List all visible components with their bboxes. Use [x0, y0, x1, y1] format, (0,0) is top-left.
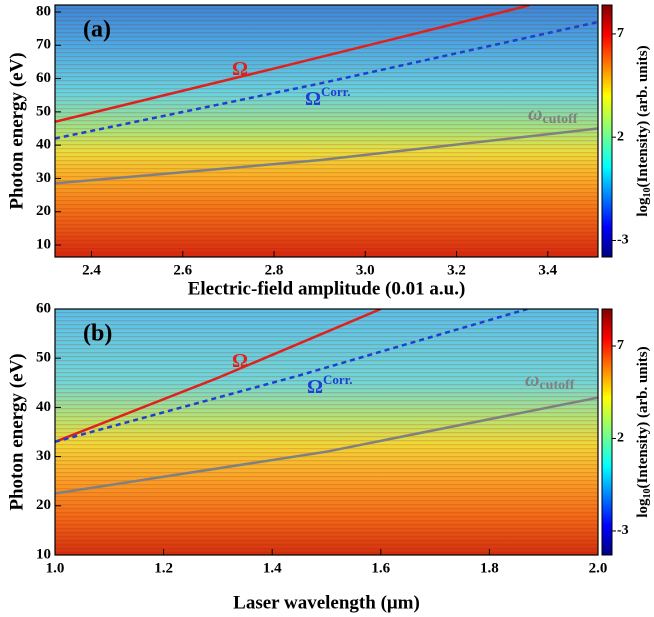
x-tick-label: 3.2	[447, 262, 466, 278]
colorbar-tick-label: -3	[617, 523, 629, 538]
x-tick-label: 2.0	[589, 560, 608, 576]
colorbar-title-main: log	[635, 197, 651, 217]
y-tick-label: 40	[36, 399, 51, 415]
colorbar-title: log10(Intensity) (arb. units)	[635, 45, 653, 216]
x-tick-label: 3.4	[538, 262, 557, 278]
series-line	[55, 20, 598, 140]
colorbar-tick-label: 2	[617, 431, 624, 446]
series-name: Ω	[307, 376, 323, 398]
series-name-sub: cutoff	[542, 112, 577, 127]
y-tick-label: 60	[36, 70, 51, 86]
series-line	[55, 127, 598, 185]
series-label: ωcutoff	[528, 103, 578, 128]
series-label: ωcutoff	[525, 369, 575, 394]
x-tick-label: 1.8	[480, 560, 499, 576]
y-tick-label: 10	[36, 236, 51, 252]
colorbar-title-rest: (Intensity) (arb. units)	[635, 346, 651, 488]
plot-frame	[54, 4, 599, 258]
y-axis-title: Photon energy (eV)	[6, 353, 27, 510]
y-tick-label: 20	[36, 497, 51, 513]
colorbar-title-sub: 10	[642, 187, 653, 197]
x-tick-label: 1.4	[263, 560, 282, 576]
y-tick-label: 30	[36, 448, 51, 464]
series-name: ω	[528, 103, 542, 125]
series-name-sup: Corr.	[323, 372, 353, 387]
panel-label: (a)	[83, 17, 111, 43]
colorbar-title: log10(Intensity) (arb. units)	[635, 346, 653, 517]
x-tick-label: 2.8	[265, 262, 284, 278]
y-tick-label: 40	[36, 137, 51, 153]
colorbar	[601, 4, 613, 258]
series-line	[55, 396, 598, 495]
y-tick-label: 30	[36, 170, 51, 186]
colorbar-tick-label: 2	[617, 129, 624, 144]
series-name: Ω	[305, 88, 321, 110]
y-tick-label: 80	[36, 3, 51, 19]
heatmap-texture	[55, 309, 598, 555]
series-label: ΩCorr.	[305, 84, 351, 110]
series-name: ω	[525, 369, 539, 391]
series-label: Ω	[232, 58, 248, 80]
y-tick-label: 60	[36, 300, 51, 316]
series-line	[55, 309, 528, 444]
series-label: Ω	[232, 350, 248, 372]
series-line	[55, 309, 382, 444]
colorbar-title-main: log	[635, 498, 651, 518]
y-tick-label: 70	[36, 37, 51, 53]
colorbar	[601, 308, 613, 556]
series-label: ΩCorr.	[307, 372, 353, 398]
x-tick-label: 1.0	[46, 560, 65, 576]
x-tick-label: 2.4	[82, 262, 101, 278]
x-tick-label: 2.6	[173, 262, 192, 278]
colorbar-title-sub: 10	[642, 488, 653, 498]
heatmap-texture	[55, 5, 598, 257]
series-name-sup: Corr.	[321, 84, 351, 99]
series-name-sub: cutoff	[539, 378, 574, 393]
series-name: Ω	[232, 58, 248, 80]
series-line	[55, 5, 530, 124]
colorbar-title-rest: (Intensity) (arb. units)	[635, 45, 651, 187]
y-axis-title: Photon energy (eV)	[6, 52, 27, 209]
x-tick-label: 1.2	[154, 560, 173, 576]
colorbar-tick-label: 7	[617, 338, 624, 353]
y-tick-label: 50	[36, 103, 51, 119]
plot-frame	[54, 308, 599, 556]
y-tick-label: 50	[36, 350, 51, 366]
x-tick-label: 1.6	[371, 560, 390, 576]
panel-label: (b)	[83, 321, 112, 347]
y-tick-label: 20	[36, 203, 51, 219]
colorbar-tick-label: -3	[617, 233, 629, 248]
x-axis-title: Electric-field amplitude (0.01 a.u.)	[188, 278, 466, 299]
series-name: Ω	[232, 350, 248, 372]
x-axis-title: Laser wavelength (μm)	[233, 592, 420, 613]
x-tick-label: 3.0	[356, 262, 375, 278]
colorbar-tick-label: 7	[617, 26, 624, 41]
y-tick-label: 10	[36, 546, 51, 562]
